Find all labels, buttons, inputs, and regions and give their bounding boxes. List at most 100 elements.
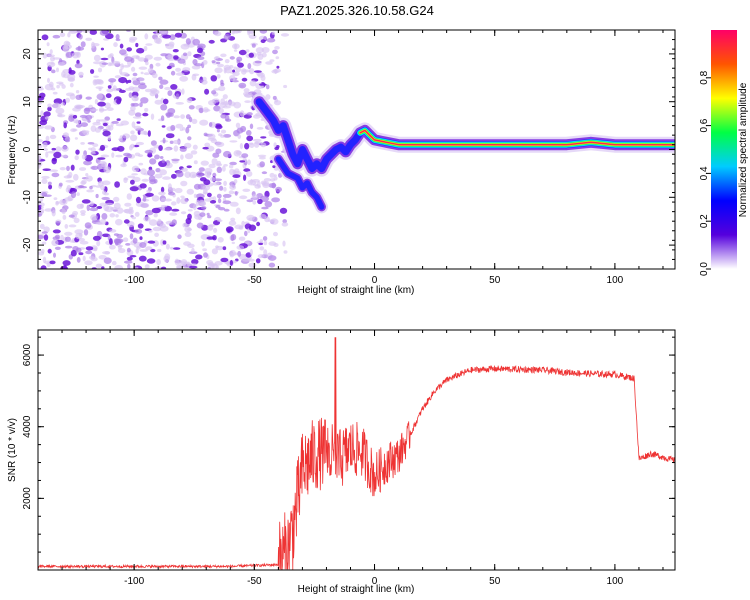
- noise-speckle: [203, 179, 211, 186]
- noise-speckle: [86, 204, 90, 211]
- noise-speckle: [136, 47, 145, 54]
- noise-speckle: [164, 198, 172, 202]
- noise-speckle: [44, 208, 53, 212]
- noise-speckle: [145, 61, 149, 66]
- noise-speckle: [180, 195, 185, 199]
- noise-speckle: [177, 58, 186, 64]
- y-tick-label: -20: [22, 237, 33, 252]
- noise-speckle: [114, 265, 124, 269]
- noise-speckle: [220, 53, 227, 58]
- noise-speckle: [90, 125, 97, 132]
- noise-speckle: [231, 30, 235, 35]
- noise-speckle: [191, 247, 195, 254]
- noise-speckle: [244, 100, 251, 103]
- noise-speckle: [138, 162, 144, 166]
- noise-speckle: [263, 240, 268, 246]
- noise-speckle: [98, 87, 102, 92]
- noise-speckle: [144, 264, 150, 269]
- noise-speckle: [47, 77, 50, 83]
- noise-speckle: [91, 165, 99, 170]
- noise-speckle: [85, 175, 93, 182]
- noise-speckle: [151, 195, 160, 202]
- noise-speckle: [88, 147, 93, 151]
- noise-speckle: [256, 126, 264, 130]
- noise-speckle: [197, 56, 205, 60]
- noise-speckle: [186, 188, 194, 195]
- noise-speckle: [244, 92, 253, 98]
- noise-speckle: [184, 226, 192, 233]
- noise-speckle: [61, 71, 66, 78]
- noise-speckle: [70, 164, 75, 171]
- noise-speckle: [154, 154, 160, 160]
- noise-speckle: [162, 240, 167, 245]
- noise-speckle: [251, 43, 256, 48]
- noise-speckle: [208, 39, 215, 44]
- noise-speckle: [235, 122, 241, 129]
- y-tick-label: 20: [22, 48, 33, 60]
- noise-speckle: [185, 114, 191, 120]
- noise-speckle: [222, 165, 226, 172]
- noise-speckle: [101, 62, 109, 65]
- noise-speckle: [271, 31, 276, 35]
- noise-speckle: [129, 134, 138, 142]
- noise-speckle: [75, 94, 83, 101]
- noise-speckle: [185, 217, 192, 225]
- noise-speckle: [115, 34, 120, 40]
- noise-speckle: [119, 135, 123, 142]
- noise-speckle: [145, 192, 154, 197]
- noise-speckle: [245, 49, 250, 53]
- noise-speckle: [115, 214, 119, 218]
- noise-speckle: [54, 246, 61, 250]
- noise-speckle: [130, 179, 135, 185]
- noise-speckle: [113, 42, 118, 48]
- noise-speckle: [207, 192, 212, 198]
- noise-speckle: [116, 98, 122, 105]
- noise-speckle: [153, 213, 158, 218]
- noise-speckle: [154, 99, 163, 105]
- noise-speckle: [187, 243, 195, 248]
- noise-speckle: [53, 197, 58, 201]
- noise-speckle: [103, 166, 111, 174]
- noise-speckle: [52, 102, 61, 109]
- noise-speckle: [131, 216, 136, 220]
- snr-y-label: SNR (10 * v/v): [7, 418, 18, 482]
- noise-speckle: [169, 140, 174, 144]
- noise-speckle: [171, 201, 177, 206]
- noise-speckle: [146, 258, 156, 264]
- noise-speckle: [135, 141, 144, 146]
- noise-speckle: [65, 97, 70, 103]
- noise-speckle: [198, 107, 204, 114]
- noise-speckle: [66, 174, 71, 178]
- noise-speckle: [107, 54, 113, 59]
- noise-speckle: [83, 229, 89, 236]
- noise-speckle: [246, 130, 252, 136]
- noise-speckle: [44, 125, 53, 130]
- noise-speckle: [273, 174, 277, 177]
- noise-speckle: [89, 255, 95, 260]
- noise-speckle: [174, 32, 182, 38]
- noise-speckle: [80, 210, 86, 214]
- noise-speckle: [214, 31, 222, 37]
- noise-speckle: [161, 125, 166, 128]
- noise-speckle: [262, 236, 268, 241]
- noise-speckle: [257, 198, 263, 205]
- noise-speckle: [212, 152, 220, 158]
- noise-speckle: [140, 202, 150, 208]
- noise-speckle: [229, 65, 234, 69]
- noise-speckle: [98, 108, 108, 112]
- noise-speckle: [65, 51, 73, 59]
- noise-speckle: [241, 153, 249, 159]
- noise-speckle: [195, 199, 200, 207]
- noise-speckle: [206, 212, 210, 216]
- noise-speckle: [266, 37, 276, 43]
- noise-speckle: [255, 47, 265, 54]
- noise-speckle: [55, 234, 60, 239]
- noise-speckle: [263, 249, 268, 256]
- colorbar-ticks: 0.0 0.2 0.4 0.6 0.8: [699, 70, 711, 276]
- noise-speckle: [132, 116, 142, 119]
- noise-speckle: [199, 212, 206, 218]
- noise-speckle: [223, 150, 232, 158]
- secondary-branch-band: [275, 156, 325, 210]
- noise-speckle: [208, 163, 216, 169]
